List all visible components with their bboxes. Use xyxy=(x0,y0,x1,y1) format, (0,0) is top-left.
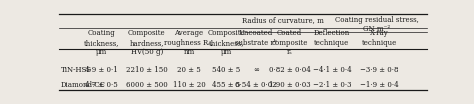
Text: Coating residual stress,
GN m⁻²: Coating residual stress, GN m⁻² xyxy=(335,16,419,33)
Text: 2210 ± 150: 2210 ± 150 xyxy=(126,66,167,74)
Text: 110 ± 20: 110 ± 20 xyxy=(173,81,205,89)
Text: Diamond-CC: Diamond-CC xyxy=(61,81,106,89)
Text: 20 ± 5: 20 ± 5 xyxy=(177,66,201,74)
Text: 4·7 ± 0·5: 4·7 ± 0·5 xyxy=(85,81,118,89)
Text: 6·54 ± 0·02: 6·54 ± 0·02 xyxy=(235,81,277,89)
Text: 4·9 ± 0·1: 4·9 ± 0·1 xyxy=(85,66,118,74)
Text: TiN-HSS: TiN-HSS xyxy=(61,66,92,74)
Text: Uncoated
substrate rᵇ: Uncoated substrate rᵇ xyxy=(235,29,277,47)
Text: −3·9 ± 0·8: −3·9 ± 0·8 xyxy=(360,66,399,74)
Text: 0·82 ± 0·04: 0·82 ± 0·04 xyxy=(269,66,310,74)
Text: −2·1 ± 0·3: −2·1 ± 0·3 xyxy=(312,81,351,89)
Text: Deflection
technique: Deflection technique xyxy=(314,29,350,47)
Text: −1·9 ± 0·4: −1·9 ± 0·4 xyxy=(360,81,399,89)
Text: 6000 ± 500: 6000 ± 500 xyxy=(126,81,167,89)
Text: 1·90 ± 0·03: 1·90 ± 0·03 xyxy=(269,81,310,89)
Text: X-ray
technique: X-ray technique xyxy=(362,29,397,47)
Text: Composite
thickness,
μm: Composite thickness, μm xyxy=(208,29,245,56)
Text: Average
roughness Rₐ,
nm: Average roughness Rₐ, nm xyxy=(164,29,214,56)
Text: Radius of curvature, m: Radius of curvature, m xyxy=(242,16,324,24)
Text: 455 ± 5: 455 ± 5 xyxy=(212,81,240,89)
Text: −4·1 ± 0·4: −4·1 ± 0·4 xyxy=(312,66,351,74)
Text: ∞: ∞ xyxy=(253,66,259,74)
Text: Coated
composite
rₛ: Coated composite rₛ xyxy=(272,29,308,56)
Text: Coating
thickness,
μm: Coating thickness, μm xyxy=(84,29,119,56)
Text: Composite
hardness,
HV(50 g): Composite hardness, HV(50 g) xyxy=(128,29,165,56)
Text: 540 ± 5: 540 ± 5 xyxy=(212,66,240,74)
